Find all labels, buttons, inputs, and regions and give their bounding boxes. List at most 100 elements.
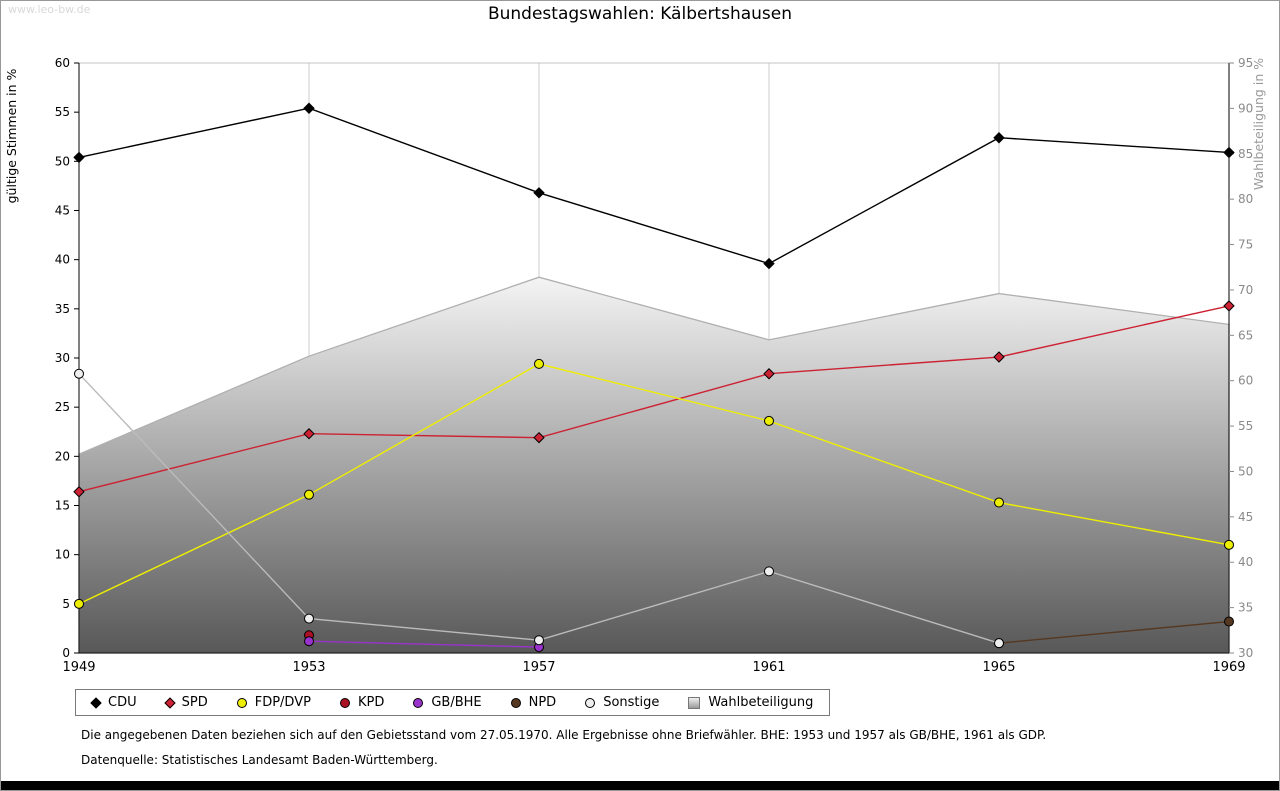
spd-point: [533, 431, 545, 444]
fdp-dvp-line: [78, 363, 1230, 605]
sonstige-point: [764, 566, 774, 577]
legend-label-kpd: KPD: [357, 695, 385, 710]
svg-text:40: 40: [55, 253, 70, 267]
fdp-dvp-point: [304, 489, 314, 500]
fdp-dvp-point: [1224, 539, 1234, 550]
legend-label-spd: SPD: [181, 695, 208, 710]
legend-label-cdu: CDU: [108, 695, 137, 710]
sonstige-marker-icon: [585, 697, 596, 708]
footnote-source: Datenquelle: Statistisches Landesamt Bad…: [81, 753, 438, 767]
legend-label-npd: NPD: [528, 695, 557, 710]
svg-text:40: 40: [1238, 555, 1253, 569]
npd-line: [998, 620, 1230, 644]
sonstige-point: [534, 635, 544, 646]
election-line-chart: 0 5 10 15 20 25 30 35 40 45 50 55 60 30 35 40 45 50 55 60 65…: [4, 56, 1266, 675]
legend-label-gb-bhe: GB/BHE: [431, 695, 482, 710]
svg-text:90: 90: [1238, 101, 1253, 115]
legend-item-npd: NPD: [510, 695, 557, 710]
svg-text:20: 20: [55, 449, 70, 463]
footer-bar: [1, 781, 1279, 790]
svg-text:1961: 1961: [752, 660, 785, 675]
cdu-point: [763, 257, 775, 270]
svg-text:55: 55: [55, 105, 70, 119]
spd-point: [73, 486, 85, 498]
gb-bhe-line: [308, 640, 540, 648]
legend-label-fdp-dvp: FDP/DVP: [254, 695, 311, 710]
spd-point: [1223, 300, 1235, 312]
svg-text:1969: 1969: [1212, 660, 1245, 675]
svg-text:1957: 1957: [522, 660, 555, 675]
wahlbeteiligung-marker-icon: [688, 696, 701, 709]
right-axis-ticks: 30 35 40 45 50 55 60 65 70 75 80 85 90 95: [1229, 56, 1253, 660]
sonstige-point: [304, 613, 314, 624]
legend-item-sonstige: Sonstige: [585, 695, 659, 710]
x-axis-labels: 1949 1953 1957 1961 1965 1969: [62, 660, 1245, 675]
footnote-data-note: Die angegebenen Daten beziehen sich auf …: [81, 728, 1047, 742]
npd-point: [1224, 616, 1234, 627]
cdu-point: [993, 132, 1005, 144]
legend-label-sonstige: Sonstige: [603, 695, 660, 710]
cdu-series: [73, 102, 1235, 270]
sonstige-series: [74, 368, 1004, 649]
left-axis-title: gültige Stimmen in %: [4, 68, 19, 203]
right-axis-title: Wahlbeteiligung in %: [1251, 58, 1266, 190]
legend-item-cdu: CDU: [90, 695, 137, 710]
legend-item-fdp-dvp: FDP/DVP: [236, 695, 311, 710]
sonstige-point: [994, 638, 1004, 649]
spd-line: [78, 305, 1230, 493]
svg-text:50: 50: [1238, 464, 1253, 478]
fdp-dvp-point: [74, 598, 84, 609]
chart-title: Bundestagswahlen: Kälbertshausen: [487, 4, 793, 24]
npd-marker-icon: [510, 697, 521, 708]
cdu-point: [533, 187, 545, 199]
wahlbeteiligung-area: [78, 276, 1230, 654]
cdu-point: [73, 151, 85, 164]
svg-text:80: 80: [1238, 192, 1253, 206]
spd-marker-icon: [163, 696, 176, 709]
kpd-marker-icon: [339, 697, 350, 708]
legend-item-gb-bhe: GB/BHE: [413, 695, 482, 710]
fdp-dvp-point: [994, 497, 1004, 508]
fdp-dvp-marker-icon: [236, 697, 247, 708]
svg-text:1953: 1953: [292, 660, 325, 675]
svg-text:45: 45: [55, 204, 70, 218]
fdp-dvp-point: [764, 415, 774, 426]
legend-item-kpd: KPD: [339, 695, 385, 710]
spd-point: [303, 428, 315, 440]
chart-legend: CDU SPD FDP/DVP KPD GB/BHE NPD Sonstige Wahlbet…: [75, 689, 831, 716]
fdp-dvp-series: [74, 358, 1234, 609]
svg-text:65: 65: [1238, 328, 1253, 342]
svg-text:75: 75: [1238, 238, 1253, 252]
gb-bhe-marker-icon: [413, 697, 424, 708]
fdp-dvp-point: [534, 358, 544, 369]
cdu-line: [78, 107, 1230, 265]
svg-text:95: 95: [1238, 56, 1253, 70]
svg-text:45: 45: [1238, 510, 1253, 524]
svg-text:1949: 1949: [62, 660, 95, 675]
spd-point: [993, 351, 1005, 363]
svg-text:0: 0: [62, 646, 70, 660]
sonstige-point: [74, 368, 84, 379]
svg-text:1965: 1965: [982, 660, 1015, 675]
svg-text:5: 5: [62, 597, 70, 611]
cdu-marker-icon: [90, 696, 102, 709]
spd-point: [763, 368, 775, 380]
watermark: www.leo-bw.de: [8, 3, 91, 16]
svg-text:85: 85: [1238, 147, 1253, 161]
left-axis-ticks: 0 5 10 15 20 25 30 35 40 45 50 55 60: [55, 56, 79, 660]
legend-item-wahlbeteiligung: Wahlbeteiligung: [688, 695, 813, 710]
gb-bhe-series: [304, 636, 544, 653]
cdu-point: [303, 102, 315, 114]
svg-text:30: 30: [55, 351, 70, 365]
svg-text:50: 50: [55, 154, 70, 168]
gb-bhe-point: [304, 636, 314, 647]
svg-text:35: 35: [55, 302, 70, 316]
svg-text:30: 30: [1238, 646, 1253, 660]
svg-text:25: 25: [55, 400, 70, 414]
svg-text:60: 60: [55, 56, 70, 70]
svg-text:70: 70: [1238, 283, 1253, 297]
legend-label-wahlbeteiligung: Wahlbeteiligung: [708, 695, 814, 710]
legend-item-spd: SPD: [163, 695, 208, 710]
svg-text:60: 60: [1238, 374, 1253, 388]
